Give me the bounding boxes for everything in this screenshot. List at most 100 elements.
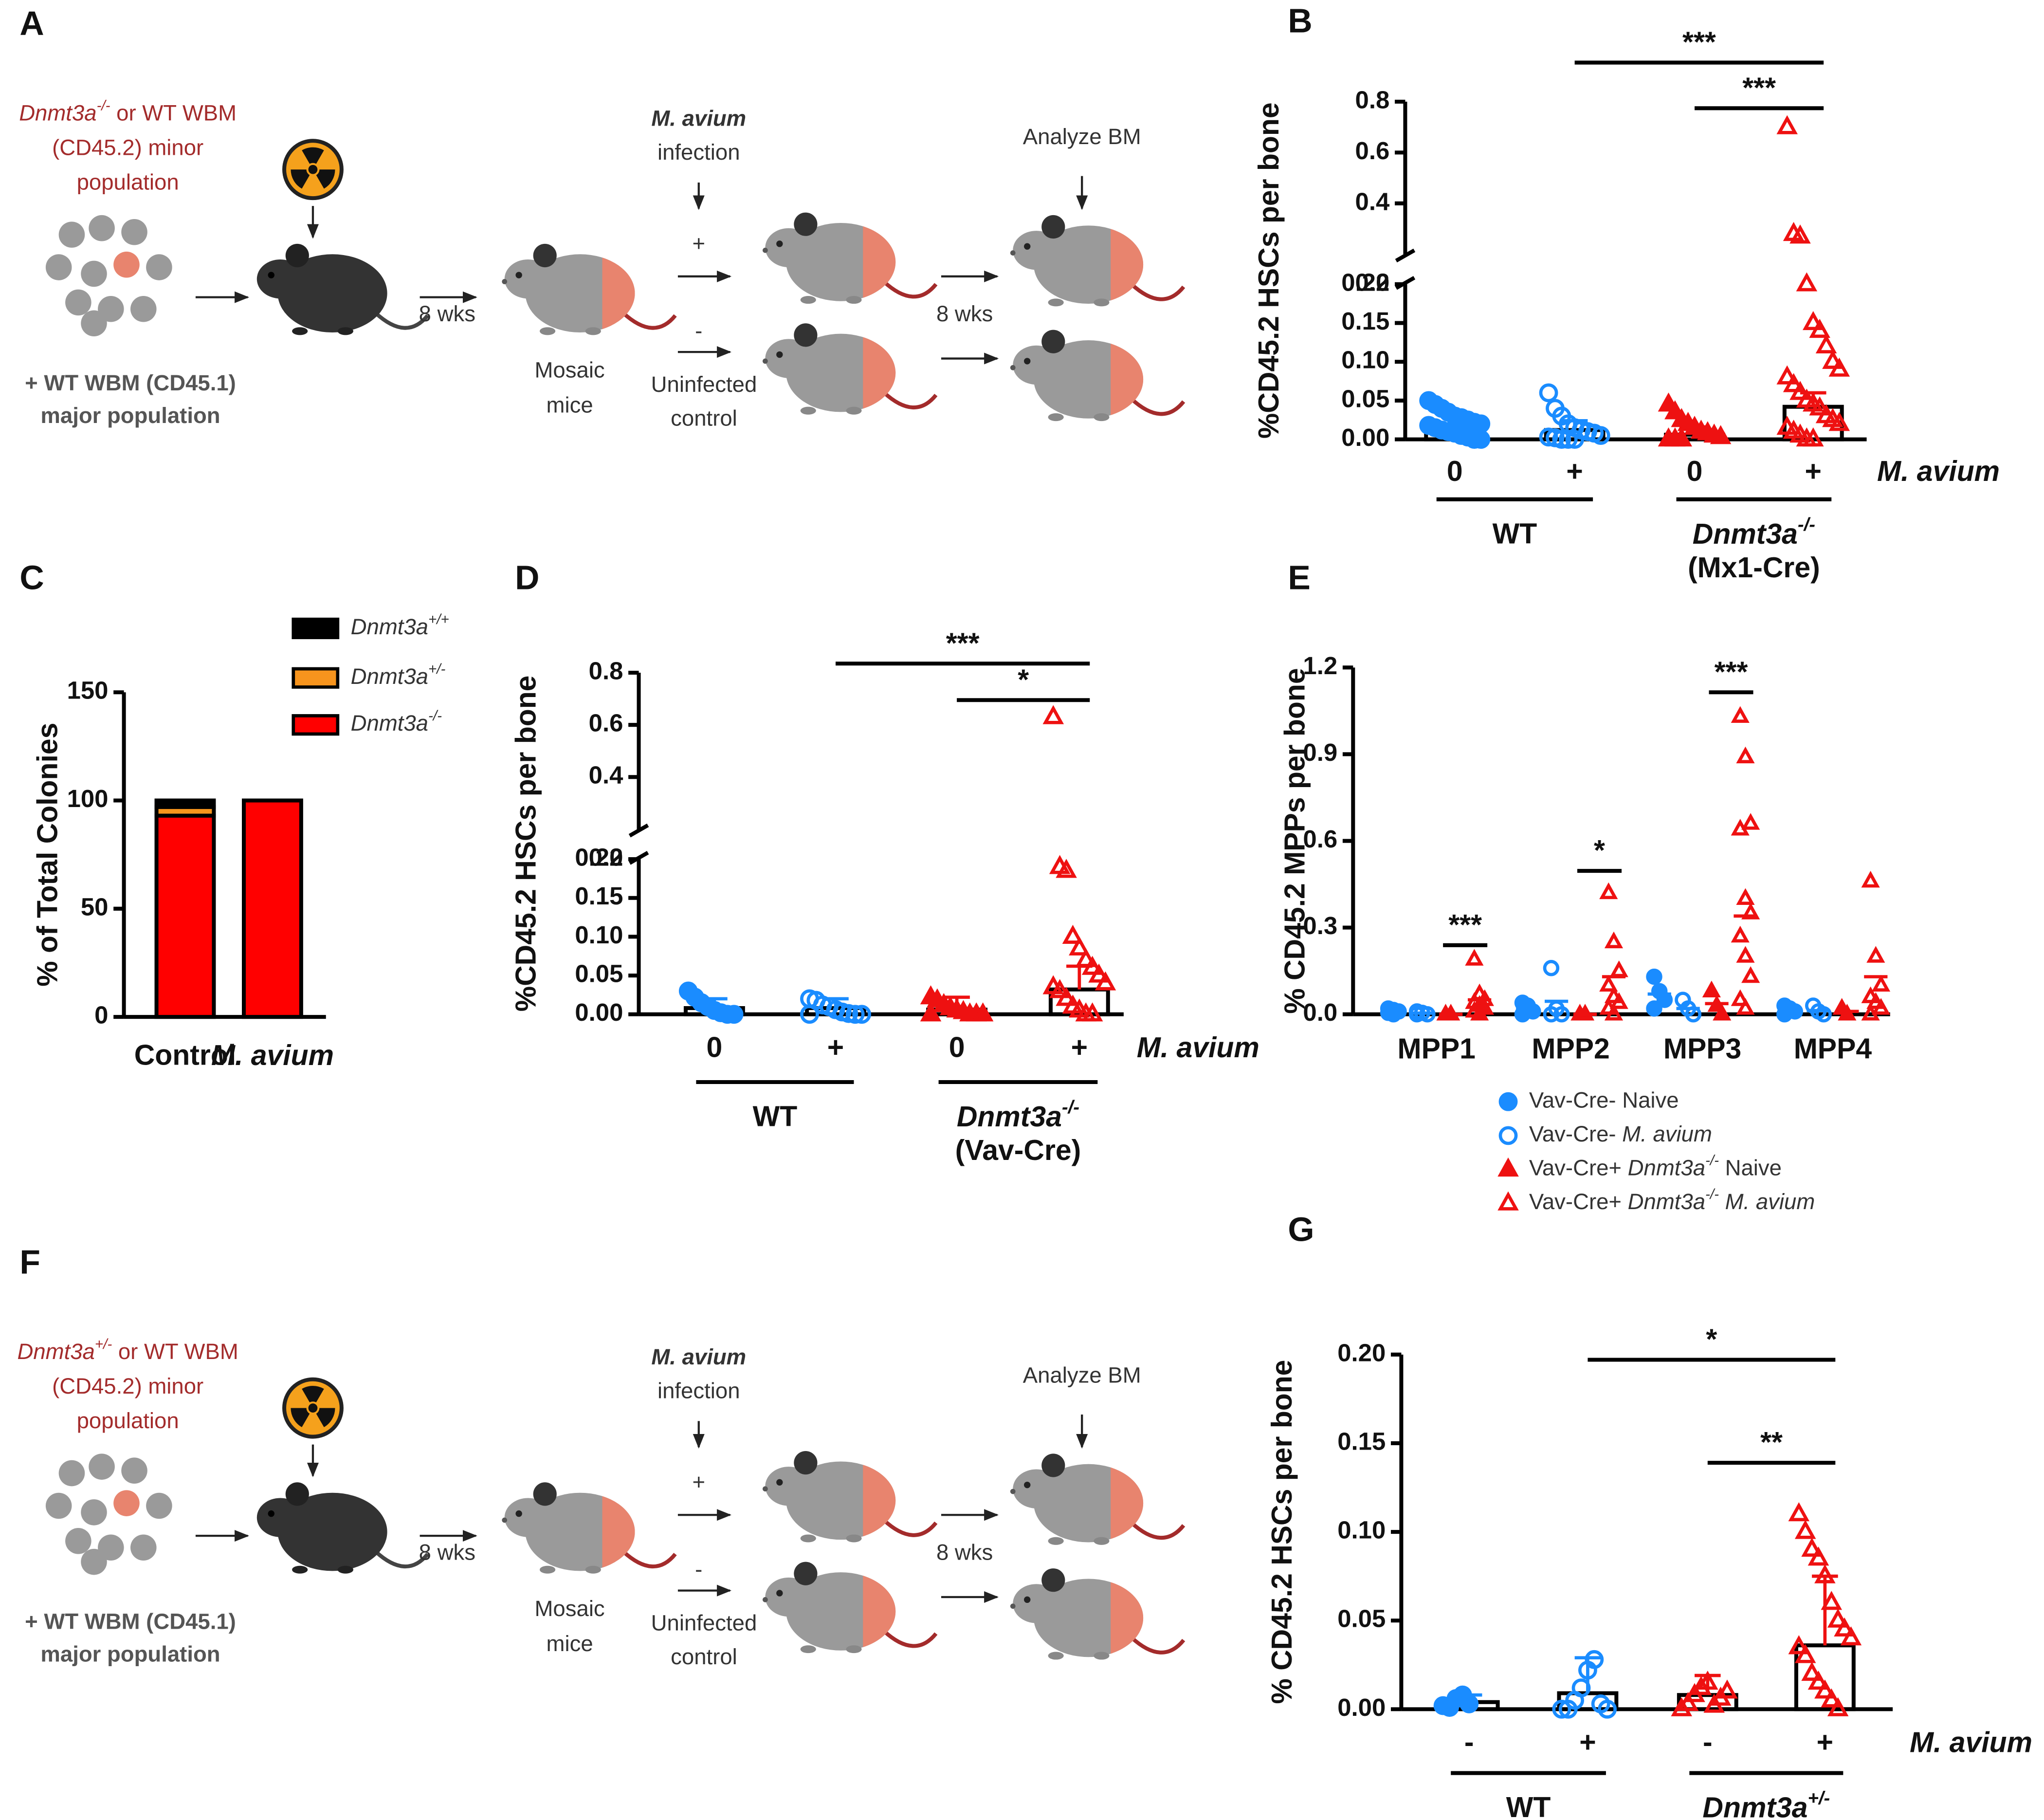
y-tick-label: 0.9 [1303,738,1337,766]
text-part: -/- [1705,1186,1719,1202]
plus-label: + [692,231,705,256]
data-point [1598,1699,1617,1719]
data-point [839,1004,858,1023]
y-tick-label: 0.05 [575,960,623,988]
data-point [1776,115,1798,134]
y-tick-label: 0.8 [1355,86,1390,113]
x-tick-label: MPP1 [1398,1033,1476,1065]
data-point [800,1005,819,1024]
mosaic-text: Mosaic [535,1596,605,1621]
cell [130,1534,157,1561]
competitor-text: major population [40,403,220,428]
infected-mouse [763,213,936,304]
control-mouse [763,323,936,414]
data-point [1801,1661,1823,1681]
donor-text: Dnmt3a-/- or WT WBM [19,98,237,126]
y-tick-label: 0.4 [1355,187,1390,215]
x-axis-title: M. avium [1137,1032,1259,1064]
text-part: Dnmt3a [351,614,428,639]
data-point [1731,925,1750,943]
x-axis-title: M. avium [1910,1727,2032,1758]
data-point [920,1002,942,1022]
data-point [1827,1608,1849,1628]
panel-label: C [19,558,44,596]
wait-label: 8 wks [419,1540,475,1565]
legend-label: Dnmt3a-/- [351,708,442,735]
x-tick-label: 0 [707,1032,723,1064]
data-point [1861,871,1880,888]
data-point [1599,974,1618,992]
y-tick-label: 50 [81,893,109,920]
analyzed-mouse [1010,330,1184,421]
data-point [1553,1006,1570,1023]
group-label: WT [1506,1792,1551,1820]
x-tick-label: MPP2 [1532,1033,1609,1065]
legend-swatch [292,617,340,640]
donor-text: population [77,1408,179,1433]
text-part: Vav-Cre+ [1529,1156,1628,1180]
y-axis-title: % CD45.2 MPPs per bone [1279,668,1311,1013]
text-part: Dnmt3a [1702,1792,1807,1820]
x-tick-label: 0 [949,1032,965,1064]
significance-label: *** [946,627,980,659]
wait-label: 8 wks [419,301,475,326]
data-point [1783,373,1805,392]
cell [65,289,91,316]
data-point [1736,946,1755,963]
y-tick-label: 0.2 [1355,268,1390,296]
data-point [1543,1006,1560,1023]
cell [146,254,172,280]
y-tick-label: 0.00 [1337,1693,1386,1721]
y-tick-label: 0.20 [1341,268,1389,296]
data-point [1788,1502,1810,1522]
text-part: -/- [97,98,110,114]
y-tick-label: 0.20 [575,843,623,871]
data-point [1056,859,1077,878]
panel-label: B [1288,2,1312,40]
data-point [845,1005,865,1024]
cell [45,254,72,280]
cell [81,260,107,287]
y-tick-label: 0.15 [575,882,623,910]
data-point [1828,412,1850,431]
group-label: Dnmt3a+/- [1702,1787,1830,1820]
data-point [1671,427,1693,447]
x-tick-label: - [1703,1727,1713,1758]
significance-label: *** [1682,27,1716,58]
group-label: WT [753,1101,798,1133]
data-point [1827,1697,1849,1716]
data-point [1049,979,1071,998]
data-point [1609,992,1628,1009]
x-tick-label: - [1464,1727,1474,1758]
x-tick-label: MPP3 [1663,1033,1741,1065]
y-tick-label: 0.10 [1341,346,1389,374]
y-tick-label: 0.8 [589,657,623,684]
legend-label: Vav-Cre- M. avium [1529,1121,1712,1146]
mosaic-mouse [502,244,675,335]
data-point [1796,272,1818,292]
significance-label: *** [1742,72,1776,104]
cell [121,1457,147,1484]
data-point [1497,1157,1519,1177]
analyze-label: Analyze BM [1023,1362,1141,1387]
x-tick-label: + [1805,456,1822,487]
data-point [1552,1699,1571,1719]
text-part: Dnmt3a [1628,1156,1705,1180]
text-part: -/- [428,708,442,724]
data-point [1081,1002,1103,1022]
legend-swatch [292,714,340,736]
y-tick-label: 150 [67,677,109,704]
text-part: Dnmt3a [957,1101,1062,1133]
x-tick-label: M. avium [211,1040,334,1071]
text-part: +/- [95,1336,112,1352]
cell [81,310,107,337]
x-tick-label: + [1817,1727,1833,1758]
legend-label: Vav-Cre- Naive [1529,1087,1679,1112]
text-part: Vav-Cre- [1529,1121,1622,1146]
data-point [1871,974,1891,992]
y-tick-label: 0.20 [1337,1339,1386,1366]
cell [81,1499,107,1526]
bar-segment [241,798,303,1019]
wait-label: 8 wks [936,1540,993,1565]
